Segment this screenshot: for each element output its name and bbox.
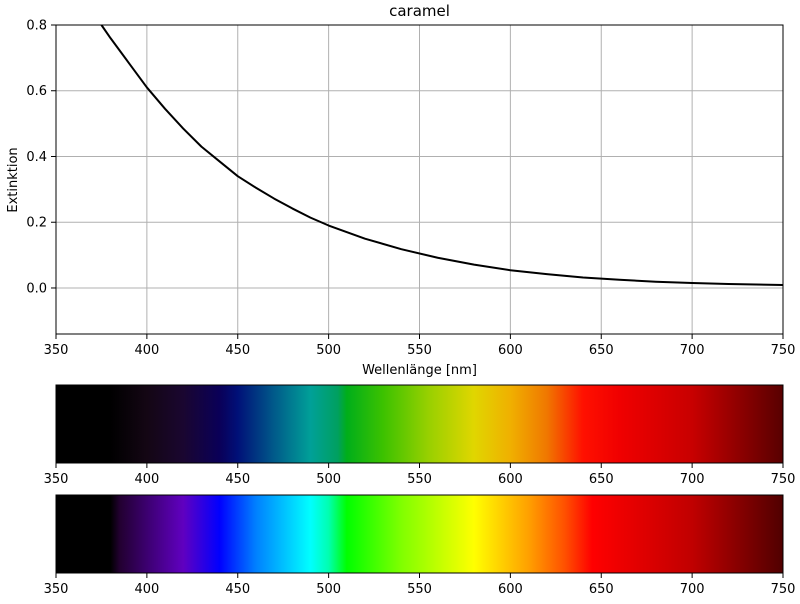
x-tick-label: 500 <box>316 343 341 358</box>
bar-x-ticks: 350 400 450 500 550 600 650 700 750 <box>44 573 796 597</box>
bar-x-tick-label: 750 <box>771 582 796 597</box>
extinction-plot: 350 400 450 500 550 600 650 700 750 0.0 0.2 0.4 0.6… <box>6 2 795 378</box>
bar-x-tick-label: 700 <box>680 472 705 487</box>
y-axis-ticks: 0.0 0.2 0.4 0.6 0.8 <box>26 19 56 296</box>
x-tick-label: 600 <box>498 343 523 358</box>
x-tick-label: 350 <box>44 343 69 358</box>
bar-x-tick-label: 650 <box>589 472 614 487</box>
y-tick-label: 0.2 <box>26 216 47 231</box>
y-tick-label: 0.6 <box>26 84 47 99</box>
bar-x-tick-label: 500 <box>316 472 341 487</box>
transmitted-spectrum-bar: 350 400 450 500 550 600 650 700 750 <box>44 384 796 487</box>
x-tick-label: 450 <box>225 343 250 358</box>
bar-x-tick-label: 450 <box>225 472 250 487</box>
spectrum-gradient <box>56 385 783 463</box>
x-tick-label: 700 <box>680 343 705 358</box>
x-tick-label: 400 <box>134 343 159 358</box>
reference-spectrum-bar: 350 400 450 500 550 600 650 700 750 <box>44 494 796 597</box>
bar-x-tick-label: 600 <box>498 582 523 597</box>
y-tick-label: 0.8 <box>26 19 47 34</box>
bar-x-tick-label: 550 <box>407 472 432 487</box>
bar-x-tick-label: 650 <box>589 582 614 597</box>
x-tick-label: 750 <box>771 343 796 358</box>
bar-x-ticks: 350 400 450 500 550 600 650 700 750 <box>44 463 796 487</box>
grid <box>55 24 784 334</box>
bar-x-tick-label: 350 <box>44 472 69 487</box>
bar-x-tick-label: 500 <box>316 582 341 597</box>
bar-x-tick-label: 750 <box>771 472 796 487</box>
chart-title: caramel <box>389 2 450 20</box>
x-tick-label: 650 <box>589 343 614 358</box>
bar-x-tick-label: 550 <box>407 582 432 597</box>
spectrum-gradient <box>56 495 783 573</box>
bar-x-tick-label: 700 <box>680 582 705 597</box>
y-tick-label: 0.4 <box>26 150 47 165</box>
x-axis-ticks: 350 400 450 500 550 600 650 700 750 <box>44 334 796 358</box>
bar-x-tick-label: 400 <box>134 582 159 597</box>
y-tick-label: 0.0 <box>26 281 47 296</box>
y-axis-label: Extinktion <box>6 147 21 212</box>
bar-x-tick-label: 400 <box>134 472 159 487</box>
x-axis-label: Wellenlänge [nm] <box>362 363 477 378</box>
bar-x-tick-label: 350 <box>44 582 69 597</box>
x-tick-label: 550 <box>407 343 432 358</box>
series-line-extinction <box>100 24 784 287</box>
bar-x-tick-label: 450 <box>225 582 250 597</box>
bar-x-tick-label: 600 <box>498 472 523 487</box>
